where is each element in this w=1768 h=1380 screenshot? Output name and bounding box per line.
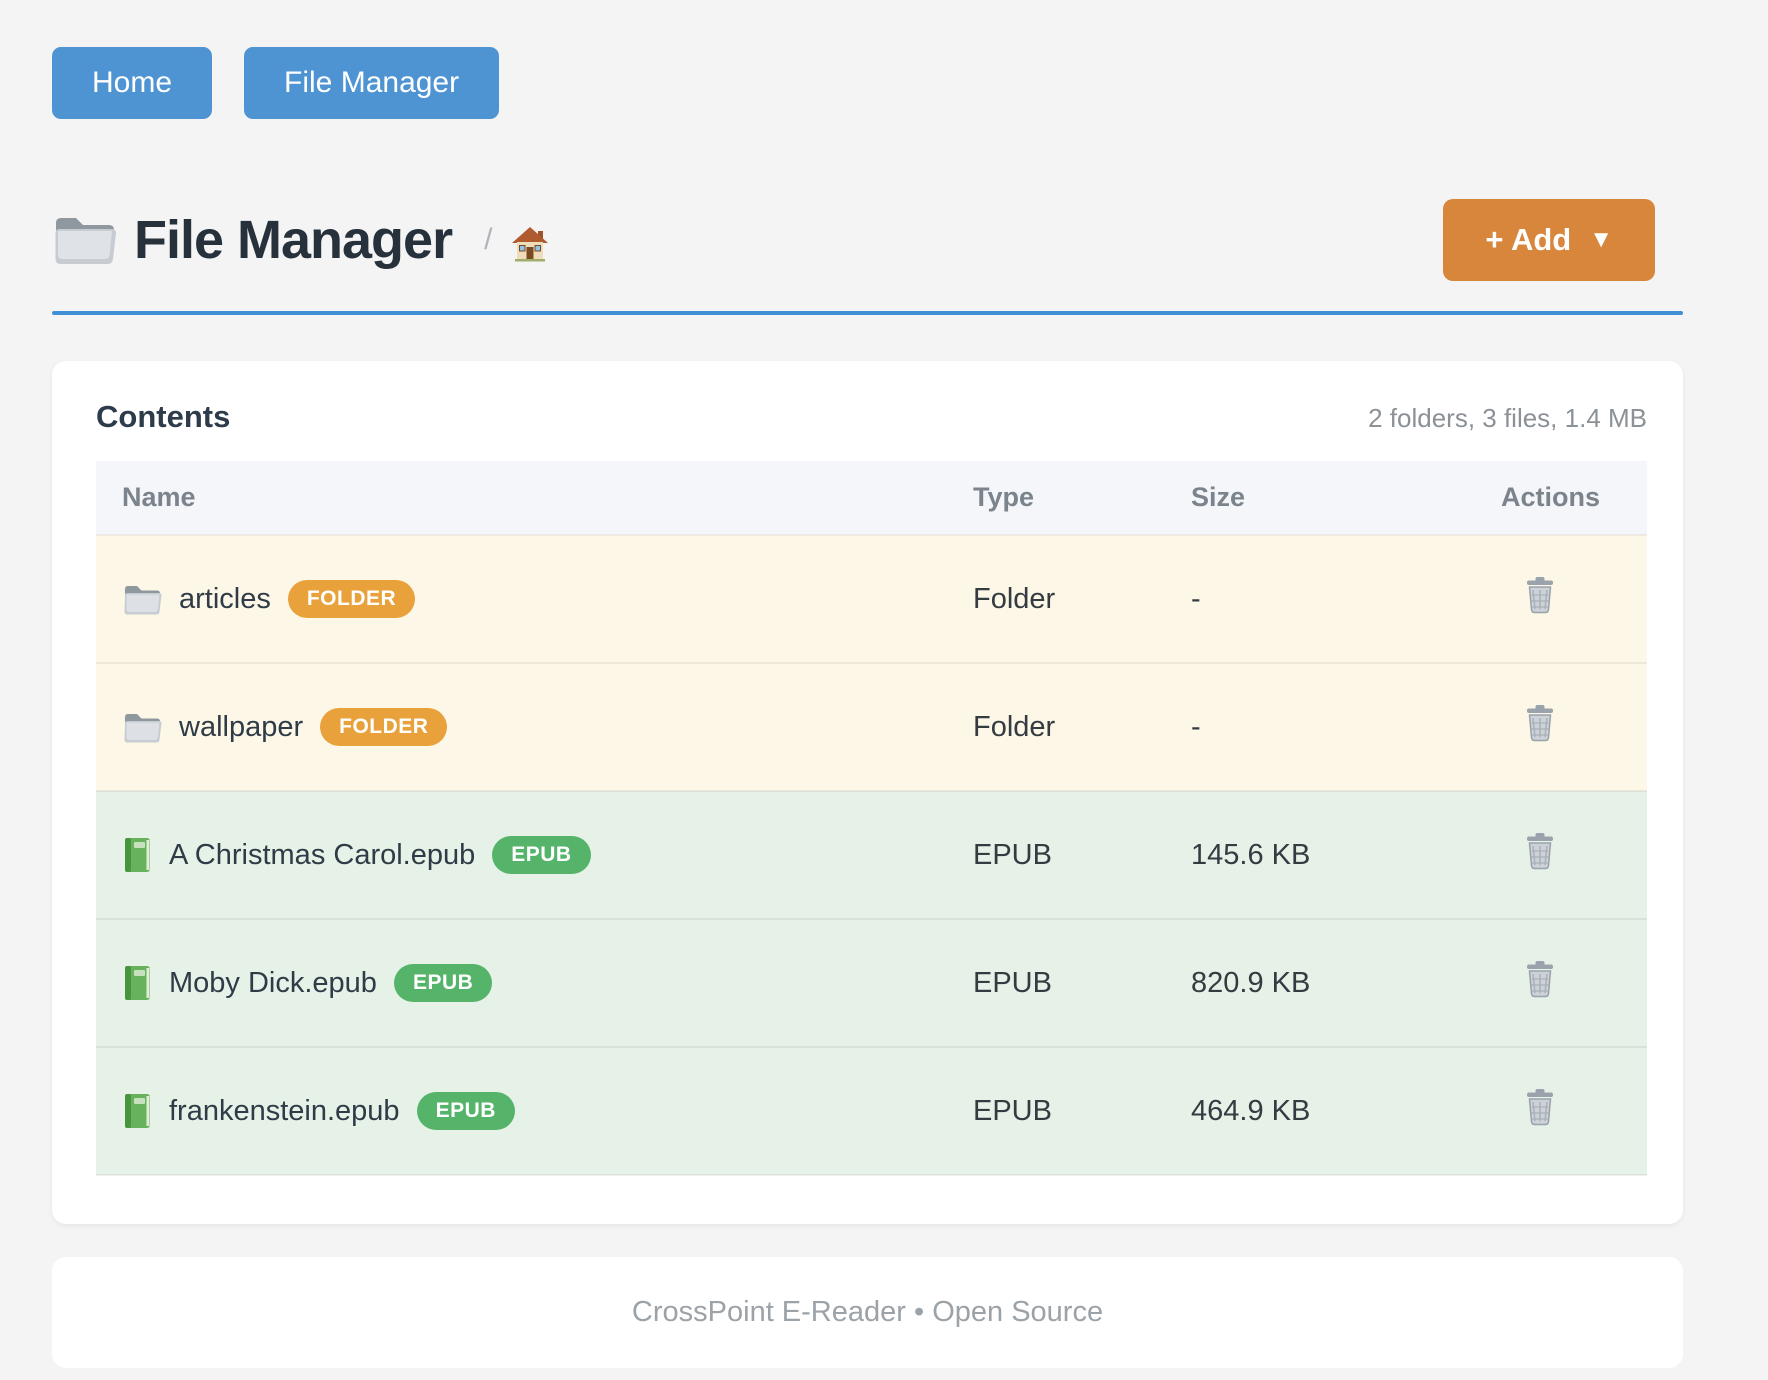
page-header: File Manager / + Add ▼ <box>52 199 1683 281</box>
column-header-name: Name <box>96 461 973 536</box>
contents-summary: 2 folders, 3 files, 1.4 MB <box>1368 403 1647 433</box>
type-badge: EPUB <box>492 836 591 874</box>
title-group: File Manager / <box>52 209 550 271</box>
trash-icon <box>1523 1088 1557 1126</box>
top-nav: Home File Manager <box>52 47 1683 119</box>
type-cell: Folder <box>973 535 1191 664</box>
column-header-size: Size <box>1191 461 1501 536</box>
footer-text: CrossPoint E-Reader • Open Source <box>631 1296 1104 1328</box>
delete-button[interactable] <box>1523 832 1557 870</box>
type-badge: EPUB <box>393 964 493 1002</box>
folder-icon <box>122 711 162 744</box>
table-body: articles FOLDER Folder - <box>96 535 1647 1176</box>
folder-icon <box>52 213 116 267</box>
column-header-type: Type <box>973 461 1191 536</box>
file-name[interactable]: wallpaper <box>179 710 304 743</box>
chevron-down-icon: ▼ <box>1589 226 1613 253</box>
page-title: File Manager <box>134 210 453 270</box>
delete-button[interactable] <box>1523 576 1557 614</box>
epub-book-icon <box>122 965 152 1001</box>
contents-card: Contents 2 folders, 3 files, 1.4 MB Name… <box>52 361 1683 1224</box>
home-button[interactable]: Home <box>52 47 213 119</box>
file-name[interactable]: A Christmas Carol.epub <box>169 838 476 871</box>
add-button-label: + Add <box>1485 222 1572 257</box>
table-row[interactable]: A Christmas Carol.epub EPUB EPUB 145.6 K… <box>96 791 1647 920</box>
column-header-actions: Actions <box>1501 461 1647 536</box>
type-cell: EPUB <box>973 791 1191 920</box>
footer: CrossPoint E-Reader • Open Source <box>52 1257 1683 1368</box>
trash-icon <box>1523 704 1557 742</box>
file-manager-button[interactable]: File Manager <box>244 47 500 119</box>
add-button[interactable]: + Add ▼ <box>1443 199 1655 281</box>
epub-book-icon <box>122 1093 152 1129</box>
table-header-row: Name Type Size Actions <box>96 461 1647 536</box>
table-row[interactable]: wallpaper FOLDER Folder - <box>96 663 1647 792</box>
file-name[interactable]: articles <box>179 582 271 615</box>
file-table: Name Type Size Actions <box>96 461 1647 1176</box>
size-cell: 820.9 KB <box>1191 919 1501 1048</box>
type-badge: FOLDER <box>320 708 448 746</box>
type-cell: EPUB <box>973 919 1191 1048</box>
trash-icon <box>1523 832 1557 870</box>
contents-heading: Contents <box>96 399 231 434</box>
delete-button[interactable] <box>1523 960 1557 998</box>
header-divider <box>52 311 1683 315</box>
file-name[interactable]: Moby Dick.epub <box>169 966 377 999</box>
trash-icon <box>1523 576 1557 614</box>
epub-book-icon <box>122 837 152 873</box>
table-row[interactable]: Moby Dick.epub EPUB EPUB 820.9 KB <box>96 919 1647 1048</box>
folder-icon <box>122 583 162 616</box>
type-badge: EPUB <box>416 1092 515 1130</box>
type-cell: EPUB <box>973 1047 1191 1176</box>
table-row[interactable]: articles FOLDER Folder - <box>96 535 1647 664</box>
card-header: Contents 2 folders, 3 files, 1.4 MB <box>96 399 1647 435</box>
file-name[interactable]: frankenstein.epub <box>169 1094 400 1127</box>
size-cell: 464.9 KB <box>1191 1047 1501 1176</box>
type-cell: Folder <box>973 663 1191 792</box>
type-badge: FOLDER <box>287 580 416 618</box>
breadcrumb: / <box>484 223 493 256</box>
table-row[interactable]: frankenstein.epub EPUB EPUB 464.9 KB <box>96 1047 1647 1176</box>
delete-button[interactable] <box>1523 704 1557 742</box>
size-cell: 145.6 KB <box>1191 791 1501 920</box>
size-cell: - <box>1191 535 1501 664</box>
delete-button[interactable] <box>1523 1088 1557 1126</box>
trash-icon <box>1523 960 1557 998</box>
size-cell: - <box>1191 663 1501 792</box>
house-icon[interactable] <box>510 216 550 264</box>
